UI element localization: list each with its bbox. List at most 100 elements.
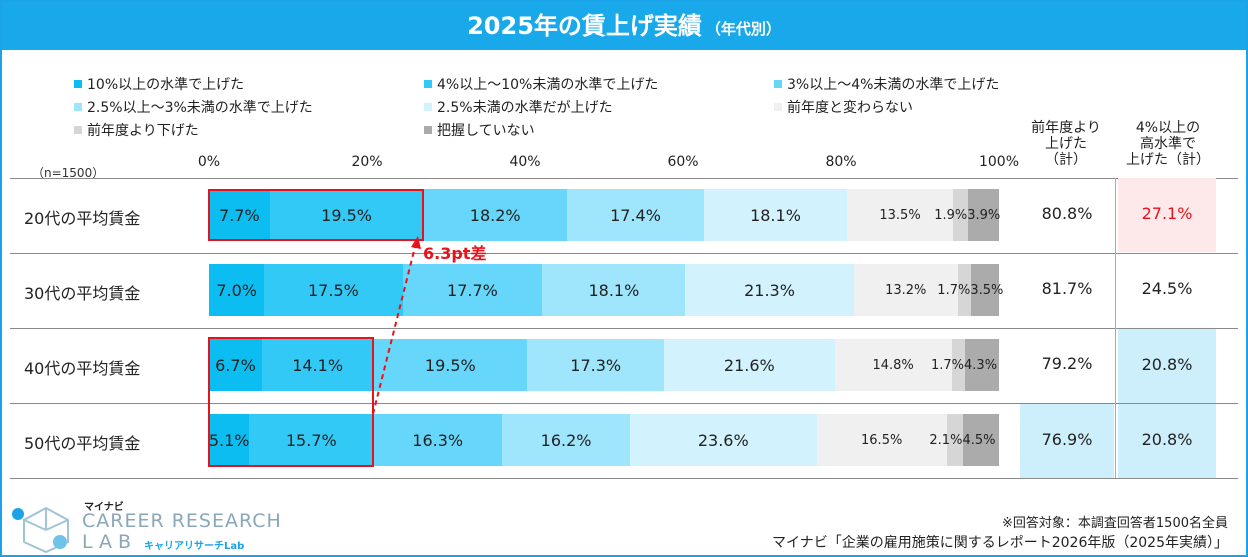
chart-title: 2025年の賃上げ実績 — [467, 12, 702, 40]
bar-segment: 23.6% — [630, 414, 818, 466]
legend-item: 3%以上～4%未満の水準で上げた — [774, 74, 999, 94]
legend-label: 4%以上～10%未満の水準で上げた — [437, 77, 659, 93]
logo-subtitle: キャリアリサーチLab — [144, 541, 245, 552]
high-total-cell: 24.5% — [1141, 279, 1193, 298]
raised-total-header: 前年度より 上げた （計） — [1014, 120, 1118, 168]
bar-data-label: 4.3% — [964, 357, 998, 373]
bar-data-label: 17.7% — [447, 280, 498, 300]
high-total-cell: 20.8% — [1118, 329, 1216, 403]
chart-subtitle: （年代別） — [705, 20, 781, 38]
bar-data-label: 21.6% — [723, 355, 775, 375]
legend-swatch — [424, 103, 432, 111]
row-divider — [10, 178, 1238, 179]
bar-data-label: 15.7% — [285, 430, 337, 450]
highlight-box-20s — [208, 189, 424, 241]
legend-swatch — [74, 126, 82, 134]
title-bar: 2025年の賃上げ実績 （年代別） — [2, 2, 1246, 50]
bar-data-label: 19.5% — [424, 355, 476, 375]
legend-item: 前年度と変わらない — [774, 97, 913, 117]
legend-swatch — [774, 80, 782, 88]
x-tick-label: 100% — [978, 154, 1020, 170]
difference-label: 6.3pt差 — [423, 244, 487, 263]
x-tick-label: 60% — [667, 154, 699, 170]
row-divider — [10, 328, 1238, 329]
bar-data-label: 13.5% — [879, 207, 921, 223]
legend-label: 前年度より下げた — [87, 123, 199, 139]
legend-item: 10%以上の水準で上げた — [74, 74, 244, 94]
raised-total-cell: 76.9% — [1020, 404, 1114, 478]
bar-segment: 16.3% — [373, 414, 504, 466]
bar-segment: 1.7% — [931, 339, 966, 391]
header-line: 上げた — [1045, 136, 1087, 152]
legend-item: 前年度より下げた — [74, 120, 199, 140]
x-tick-label: 20% — [351, 154, 383, 170]
category-label: 30代の平均賃金 — [24, 284, 141, 303]
arrow-line — [372, 242, 417, 415]
bar-data-label: 17.5% — [308, 280, 359, 300]
category-label: 40代の平均賃金 — [24, 359, 141, 378]
raised-total-cell: 80.8% — [1041, 204, 1093, 223]
row-divider — [10, 478, 1238, 479]
bar-data-label: 5.1% — [208, 430, 250, 450]
high-total-cell: 20.8% — [1118, 404, 1216, 478]
x-tick-label: 0% — [197, 154, 221, 170]
header-line: 上げた（計） — [1126, 152, 1210, 168]
header-line: 高水準で — [1140, 136, 1196, 152]
high-total-cell: 27.1% — [1118, 178, 1216, 252]
bar-segment: 5.1% — [208, 414, 251, 466]
x-tick-label: 80% — [825, 154, 857, 170]
bar-data-label: 16.5% — [861, 432, 903, 448]
bar-segment: 17.3% — [527, 339, 666, 391]
high-total-header: 4%以上の 高水準で 上げた（計） — [1116, 120, 1220, 168]
logo-title: CAREER RESEARCH — [82, 510, 282, 532]
bar-segment: 18.2% — [423, 189, 568, 241]
logo-brand: マイナビ — [84, 502, 124, 513]
header-line: 前年度より — [1031, 120, 1101, 136]
bar-data-label: 1.7% — [930, 357, 965, 373]
bar-segment: 18.1% — [704, 189, 848, 241]
row-divider — [10, 253, 1238, 254]
legend-label: 3%以上～4%未満の水準で上げた — [787, 77, 1000, 93]
raised-total-cell: 81.7% — [1041, 279, 1093, 298]
bar-data-label: 1.9% — [934, 207, 968, 223]
footnote-source: マイナビ「企業の雇用施策に関するレポート2026年版（2025年実績）」 — [772, 535, 1228, 551]
bar-data-label: 6.7% — [215, 355, 256, 375]
bar-data-label: 3.5% — [970, 282, 1004, 298]
legend-label: 2.5%以上～3%未満の水準で上げた — [87, 100, 313, 116]
raised-total-cell: 79.2% — [1041, 354, 1093, 373]
bar-data-label: 2.1% — [929, 432, 963, 448]
bar-segment: 14.1% — [261, 339, 375, 391]
bar-segment: 14.8% — [834, 339, 952, 391]
category-label: 20代の平均賃金 — [24, 209, 141, 228]
bar-data-label: 7.7% — [219, 205, 260, 225]
bar-data-label: 14.1% — [292, 355, 344, 375]
bar-data-label: 23.6% — [697, 430, 749, 450]
bar-data-label: 19.5% — [321, 205, 372, 225]
bar-segment: 7.7% — [209, 189, 271, 241]
bar-segment: 15.7% — [249, 414, 375, 466]
bar-segment: 19.5% — [269, 189, 425, 241]
x-tick-label: 40% — [509, 154, 541, 170]
bar-data-label: 1.7% — [937, 282, 971, 298]
column-divider — [1115, 178, 1116, 478]
bar-segment: 4.5% — [962, 414, 999, 466]
legend-label: 2.5%未満の水準だが上げた — [437, 100, 613, 116]
logo-title-2: LAB — [82, 531, 138, 553]
bar-data-label: 17.3% — [570, 355, 622, 375]
bar-data-label: 18.1% — [588, 280, 640, 300]
legend-swatch — [774, 103, 782, 111]
bar-segment: 3.5% — [970, 264, 1003, 316]
bar-data-label: 13.2% — [885, 282, 927, 298]
bar-segment: 3.9% — [967, 189, 1001, 241]
bar-segment: 16.5% — [816, 414, 947, 466]
header-line: 4%以上の — [1135, 120, 1201, 136]
bar-data-label: 3.9% — [967, 207, 1001, 223]
bar-data-label: 14.8% — [872, 357, 914, 373]
row-divider — [10, 403, 1238, 404]
bar-segment: 18.1% — [542, 264, 687, 316]
bar-data-label: 16.2% — [540, 430, 592, 450]
bar-segment: 13.5% — [846, 189, 954, 241]
legend-swatch — [74, 103, 82, 111]
